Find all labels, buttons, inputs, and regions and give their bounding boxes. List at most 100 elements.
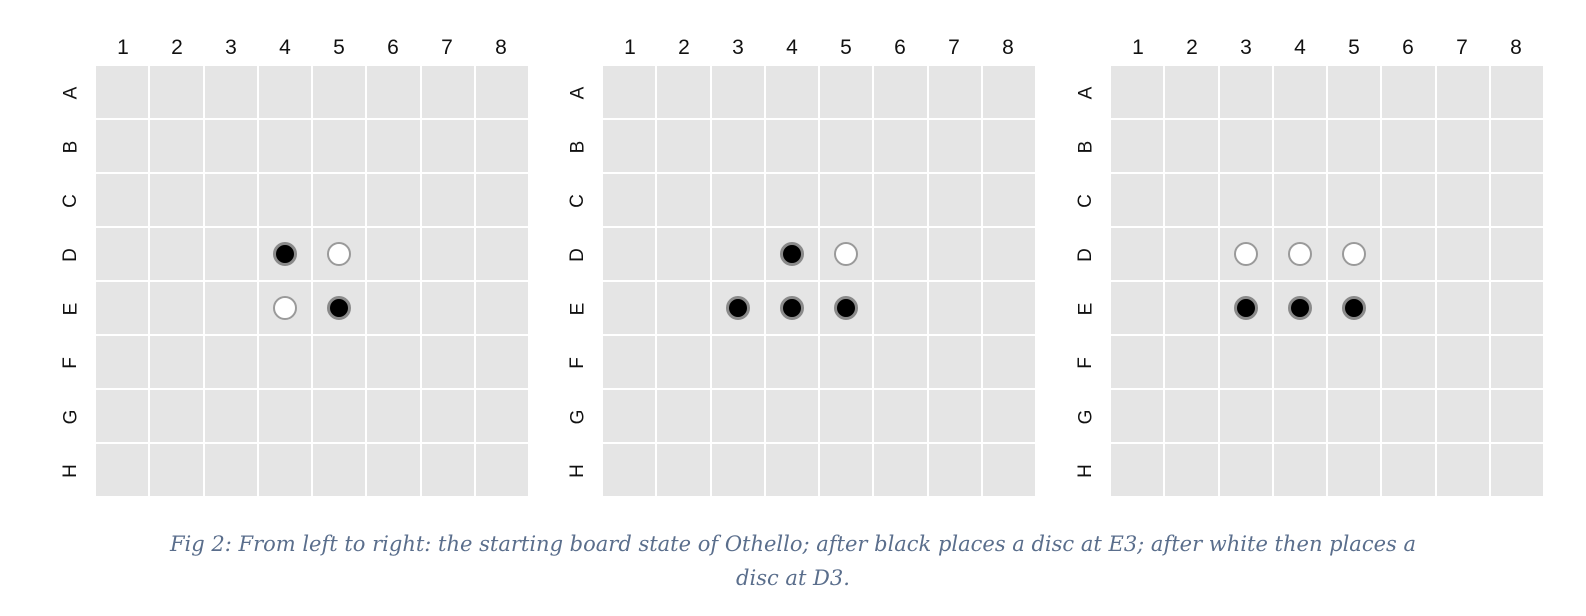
row-label-text: G	[60, 409, 81, 425]
column-header-3: 3	[1240, 36, 1252, 59]
cell-e1	[1111, 282, 1164, 334]
cell-a6	[874, 66, 927, 118]
cell-f3	[204, 336, 257, 388]
board-grid	[96, 66, 528, 496]
othello-board-after-black-e3: 1 2 3 4 5 6 7 8 A B C D E F G H	[557, 0, 1037, 500]
row-label-text: F	[1074, 357, 1096, 369]
cell-b3	[1219, 120, 1272, 172]
cell-c3	[204, 174, 257, 226]
row-label-text: A	[1075, 86, 1096, 100]
cell-b6	[1382, 120, 1435, 172]
cell-h4	[258, 444, 311, 496]
cell-e4	[765, 282, 818, 334]
cell-h5	[820, 444, 873, 496]
cell-h7	[928, 444, 981, 496]
cell-f1	[603, 336, 656, 388]
cell-f2	[657, 336, 710, 388]
cell-b5	[820, 120, 873, 172]
row-label-text: F	[566, 357, 588, 369]
column-header-4: 4	[1294, 36, 1306, 59]
row-label-g: G	[563, 390, 593, 444]
cell-a7	[928, 66, 981, 118]
cell-c3	[1219, 174, 1272, 226]
cell-d2	[1165, 228, 1218, 280]
cell-h8	[982, 444, 1035, 496]
black-disc	[725, 296, 750, 320]
column-header-2: 2	[678, 36, 690, 59]
cell-g4	[1273, 390, 1326, 442]
column-header-6: 6	[387, 36, 399, 59]
cell-e6	[367, 282, 420, 334]
othello-board-starting: 1 2 3 4 5 6 7 8 A B C D E F G H	[50, 0, 530, 500]
cell-h7	[1436, 444, 1489, 496]
cell-a2	[150, 66, 203, 118]
cell-c8	[982, 174, 1035, 226]
cell-e8	[475, 282, 528, 334]
row-label-text: C	[1074, 194, 1096, 208]
cell-a6	[1382, 66, 1435, 118]
cell-f7	[421, 336, 474, 388]
row-label-text: C	[566, 194, 588, 208]
cell-c8	[475, 174, 528, 226]
cell-c3	[711, 174, 764, 226]
column-header-4: 4	[786, 36, 798, 59]
column-header-1: 1	[1132, 36, 1144, 59]
cell-h2	[657, 444, 710, 496]
row-label-b: B	[56, 120, 86, 174]
cell-h8	[1490, 444, 1543, 496]
cell-a1	[96, 66, 149, 118]
cell-b1	[1111, 120, 1164, 172]
cell-b4	[258, 120, 311, 172]
white-disc	[834, 242, 859, 266]
row-label-a: A	[1071, 66, 1101, 120]
cell-d5	[820, 228, 873, 280]
cell-b8	[1490, 120, 1543, 172]
cell-a5	[1328, 66, 1381, 118]
row-label-d: D	[563, 228, 593, 282]
cell-e3	[711, 282, 764, 334]
cell-c2	[657, 174, 710, 226]
cell-d2	[657, 228, 710, 280]
white-disc	[1233, 242, 1258, 266]
row-label-text: G	[567, 409, 588, 425]
cell-h5	[313, 444, 366, 496]
cell-d7	[1436, 228, 1489, 280]
cell-d3	[711, 228, 764, 280]
cell-f6	[874, 336, 927, 388]
cell-h3	[711, 444, 764, 496]
cell-g8	[1490, 390, 1543, 442]
cell-g3	[711, 390, 764, 442]
cell-b3	[204, 120, 257, 172]
row-label-f: F	[563, 336, 593, 390]
white-disc	[272, 296, 297, 320]
row-label-h: H	[56, 444, 86, 498]
column-header-8: 8	[1002, 36, 1014, 59]
cell-h6	[367, 444, 420, 496]
column-header-7: 7	[948, 36, 960, 59]
cell-e5	[820, 282, 873, 334]
cell-a7	[1436, 66, 1489, 118]
cell-e8	[1490, 282, 1543, 334]
cell-d6	[874, 228, 927, 280]
cell-b7	[1436, 120, 1489, 172]
column-header-2: 2	[1186, 36, 1198, 59]
column-header-4: 4	[279, 36, 291, 59]
cell-g2	[657, 390, 710, 442]
cell-b2	[1165, 120, 1218, 172]
cell-f4	[765, 336, 818, 388]
cell-d1	[1111, 228, 1164, 280]
cell-e6	[1382, 282, 1435, 334]
row-label-c: C	[1071, 174, 1101, 228]
row-label-e: E	[56, 282, 86, 336]
black-disc	[779, 242, 804, 266]
cell-d7	[421, 228, 474, 280]
board-grid	[1111, 66, 1543, 496]
cell-g7	[421, 390, 474, 442]
row-label-h: H	[1071, 444, 1101, 498]
cell-c1	[603, 174, 656, 226]
black-disc	[327, 296, 352, 320]
cell-a4	[1273, 66, 1326, 118]
cell-f7	[928, 336, 981, 388]
cell-g8	[982, 390, 1035, 442]
cell-f5	[313, 336, 366, 388]
